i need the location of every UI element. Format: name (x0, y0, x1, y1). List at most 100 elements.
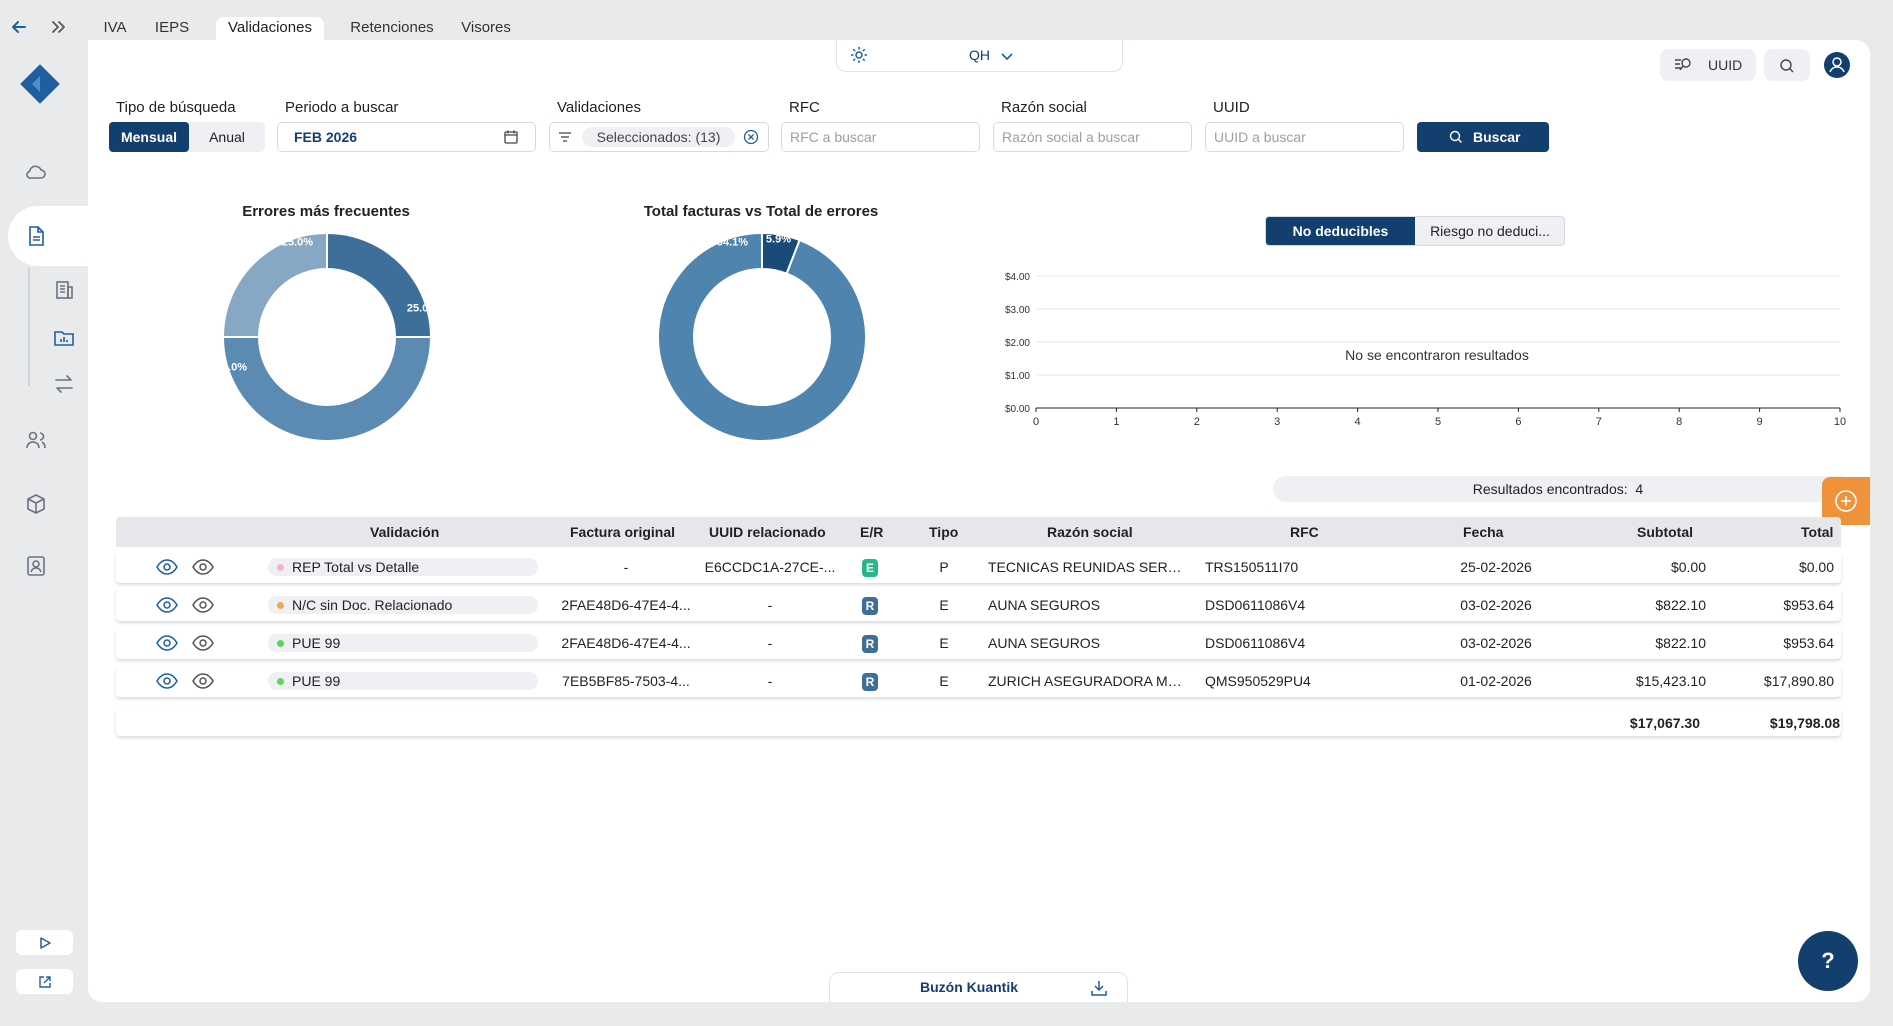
th-uuid-relacionado[interactable]: UUID relacionado (709, 524, 826, 540)
donut-slice[interactable] (222, 336, 432, 442)
table-row[interactable]: PUE 99 7EB5BF85-7503-4... - R E ZURICH ASEGUR… (116, 665, 1841, 697)
users-icon[interactable] (24, 428, 48, 452)
uuid-relacionado[interactable]: E6CCDC1A-27CE-... (704, 559, 836, 575)
calendar-icon[interactable] (503, 129, 519, 145)
download-icon[interactable] (1090, 979, 1108, 997)
chevron-down-icon[interactable] (999, 48, 1015, 64)
tab-validaciones[interactable]: Validaciones (216, 17, 324, 41)
factura-original[interactable]: 2FAE48D6-47E4-4... (561, 635, 691, 651)
no-deducibles-option[interactable]: No deducibles (1266, 217, 1415, 245)
transfer-arrows-icon[interactable] (52, 372, 76, 396)
anual-option[interactable]: Anual (209, 129, 245, 145)
subtotal-total: $17,067.30 (1629, 715, 1700, 731)
x-tick-label: 0 (1033, 416, 1039, 428)
uuid-relacionado[interactable]: - (767, 597, 773, 613)
double-chevron-right-icon[interactable] (48, 16, 70, 38)
th-razon-social[interactable]: Razón social (1047, 524, 1133, 540)
validacion-text: N/C sin Doc. Relacionado (292, 597, 453, 613)
table-row[interactable]: PUE 99 2FAE48D6-47E4-4... - R E AUNA SEGUROS D… (116, 627, 1841, 659)
play-button[interactable] (16, 930, 73, 955)
factura-original[interactable]: - (623, 559, 629, 575)
th-total[interactable]: Total (1801, 524, 1834, 540)
view-icon[interactable] (156, 558, 178, 576)
view-related-icon[interactable] (192, 558, 214, 576)
gear-icon[interactable] (849, 45, 869, 65)
top-nav: IVA IEPS Validaciones Retenciones Visore… (0, 0, 1893, 41)
clear-circle-icon[interactable] (743, 129, 759, 145)
search-icon (1449, 130, 1463, 144)
x-tick-label: 4 (1355, 416, 1361, 428)
back-arrow-icon[interactable] (8, 16, 30, 38)
factura-original[interactable]: 7EB5BF85-7503-4... (562, 673, 690, 689)
bar-chart-empty: $4.00 $3.00 $2.00 $1.00 $0.000 1 2 3 4 5 6 7 8 9 10 No … (1005, 272, 1846, 428)
uuid-search-button[interactable]: UUID (1660, 49, 1756, 81)
donut-slice[interactable] (222, 232, 328, 338)
uuid-relacionado[interactable]: - (767, 635, 773, 651)
buzon-label: Buzón Kuantik (920, 979, 1018, 995)
view-icon[interactable] (156, 634, 178, 652)
search-button-top[interactable] (1764, 49, 1810, 81)
table-row[interactable]: REP Total vs Detalle - E6CCDC1A-27CE-... E P… (116, 551, 1841, 583)
er-badge: E (862, 559, 878, 577)
th-subtotal[interactable]: Subtotal (1637, 524, 1693, 540)
external-link-button[interactable] (16, 969, 73, 994)
table-row[interactable]: N/C sin Doc. Relacionado 2FAE48D6-47E4-4.… (116, 589, 1841, 621)
view-icon[interactable] (156, 672, 178, 690)
help-button[interactable]: ? (1798, 931, 1858, 991)
rfc: DSD0611086V4 (1205, 635, 1306, 651)
th-validacion[interactable]: Validación (370, 524, 440, 540)
buzon-kuantik-tab[interactable]: Buzón Kuantik (829, 972, 1128, 1002)
box-icon[interactable] (24, 492, 48, 516)
riesgo-option[interactable]: Riesgo no deduci... (1430, 223, 1550, 239)
uuid-input[interactable]: UUID a buscar (1205, 122, 1404, 152)
factura-original[interactable]: 2FAE48D6-47E4-4... (561, 597, 691, 613)
x-tick-label: 3 (1274, 416, 1280, 428)
buscar-button[interactable]: Buscar (1417, 122, 1549, 152)
user-avatar[interactable] (1824, 52, 1850, 78)
rfc-input[interactable]: RFC a buscar (781, 122, 980, 152)
th-rfc[interactable]: RFC (1290, 524, 1319, 540)
company-selector[interactable]: QH (836, 40, 1123, 72)
x-tick-label: 8 (1676, 416, 1682, 428)
total: $953.64 (1783, 635, 1834, 651)
donut-slice[interactable] (326, 232, 432, 338)
view-icon[interactable] (156, 596, 178, 614)
document-icon[interactable] (24, 224, 48, 248)
razon-social-input[interactable]: Razón social a buscar (993, 122, 1192, 152)
app-logo[interactable] (18, 62, 62, 106)
contact-card-icon[interactable] (24, 554, 48, 578)
tab-iva[interactable]: IVA (103, 19, 127, 36)
donut-chart-facturas: 5.9% 94.1% (657, 232, 867, 442)
th-er[interactable]: E/R (860, 524, 884, 540)
cloud-icon[interactable] (24, 160, 48, 184)
mensual-option[interactable]: Mensual (109, 122, 189, 152)
chart-title-facturas: Total facturas vs Total de errores (643, 203, 879, 220)
th-factura-original[interactable]: Factura original (570, 524, 676, 540)
tab-ieps[interactable]: IEPS (154, 19, 190, 36)
periodo-input[interactable]: FEB 2026 (277, 122, 536, 152)
x-tick-label: 1 (1113, 416, 1119, 428)
folder-chart-icon[interactable] (52, 326, 76, 350)
th-fecha[interactable]: Fecha (1463, 524, 1504, 540)
razon-social: AUNA SEGUROS (988, 597, 1101, 613)
uuid-relacionado[interactable]: - (767, 673, 773, 689)
building-report-icon[interactable] (52, 278, 76, 302)
validacion-pill: PUE 99 (268, 672, 538, 690)
view-related-icon[interactable] (192, 596, 214, 614)
view-related-icon[interactable] (192, 672, 214, 690)
fecha: 01-02-2026 (1460, 673, 1532, 689)
tipo-busqueda-label: Tipo de búsqueda (116, 99, 236, 116)
results-count: Resultados encontrados: 4 (1273, 476, 1843, 502)
tab-visores[interactable]: Visores (461, 19, 511, 36)
tab-retenciones[interactable]: Retenciones (350, 19, 434, 36)
validaciones-select[interactable]: Seleccionados: (13) (549, 122, 769, 152)
rfc: QMS950529PU4 (1205, 673, 1311, 689)
status-dot (277, 564, 284, 571)
th-tipo[interactable]: Tipo (929, 524, 959, 540)
donut-slice[interactable] (657, 232, 867, 442)
subtotal: $0.00 (1670, 559, 1706, 575)
results-number: 4 (1635, 481, 1644, 497)
donut-label: 94.1% (717, 236, 748, 248)
donut-chart-errores: 25.0% 50.0% 25.0% (222, 232, 432, 442)
view-related-icon[interactable] (192, 634, 214, 652)
